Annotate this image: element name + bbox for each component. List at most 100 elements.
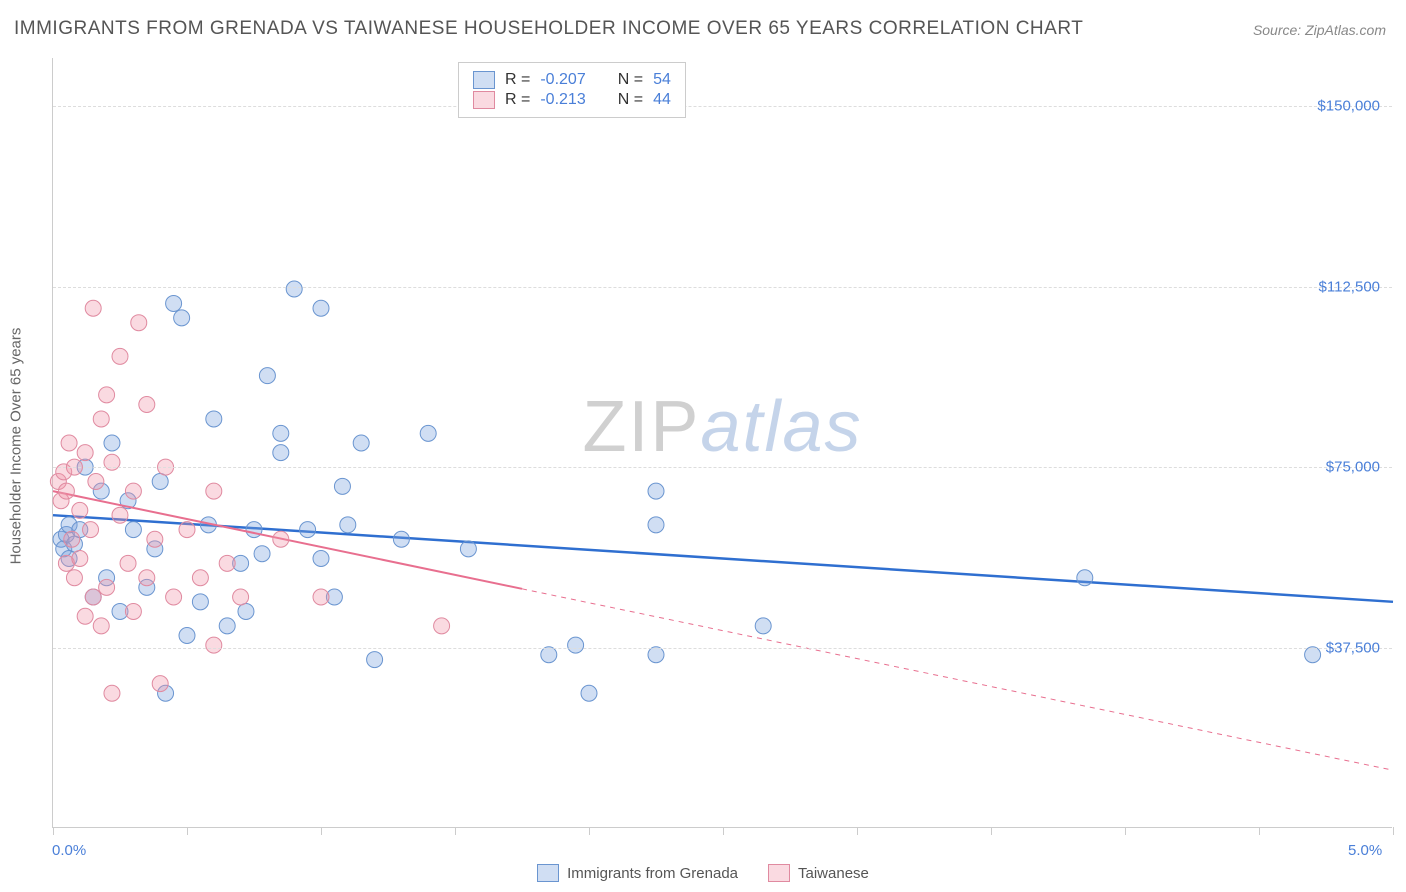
scatter-point [259, 368, 275, 384]
scatter-point [434, 618, 450, 634]
scatter-point [219, 618, 235, 634]
legend-swatch [473, 71, 495, 89]
scatter-point [125, 603, 141, 619]
scatter-point [104, 685, 120, 701]
scatter-point [93, 618, 109, 634]
scatter-point [179, 522, 195, 538]
scatter-point [72, 502, 88, 518]
gridline-horizontal [53, 106, 1392, 107]
trend-line-extrapolated [522, 589, 1393, 770]
scatter-point [648, 647, 664, 663]
scatter-point [334, 478, 350, 494]
scatter-point [273, 425, 289, 441]
x-tick [1393, 827, 1394, 835]
scatter-point [131, 315, 147, 331]
scatter-point [353, 435, 369, 451]
scatter-point [460, 541, 476, 557]
scatter-point [192, 594, 208, 610]
scatter-point [313, 589, 329, 605]
scatter-point [77, 445, 93, 461]
scatter-point [541, 647, 557, 663]
chart-title: IMMIGRANTS FROM GRENADA VS TAIWANESE HOU… [14, 18, 1083, 40]
scatter-point [648, 517, 664, 533]
scatter-point [1305, 647, 1321, 663]
y-tick-label: $75,000 [1326, 459, 1380, 476]
scatter-point [93, 411, 109, 427]
n-label: N = [618, 91, 643, 109]
scatter-point [112, 507, 128, 523]
scatter-point [166, 589, 182, 605]
scatter-point [648, 483, 664, 499]
scatter-point [581, 685, 597, 701]
scatter-point [300, 522, 316, 538]
x-tick [723, 827, 724, 835]
scatter-point [206, 411, 222, 427]
scatter-point [340, 517, 356, 533]
series-legend: Immigrants from Grenada Taiwanese [0, 864, 1406, 882]
scatter-plot-svg [53, 58, 1393, 828]
scatter-point [125, 522, 141, 538]
scatter-point [313, 300, 329, 316]
scatter-point [152, 474, 168, 490]
scatter-point [120, 555, 136, 571]
scatter-point [246, 522, 262, 538]
series-legend-item: Taiwanese [768, 864, 869, 882]
scatter-point [179, 628, 195, 644]
scatter-point [755, 618, 771, 634]
gridline-horizontal [53, 648, 1392, 649]
scatter-point [206, 483, 222, 499]
scatter-point [72, 551, 88, 567]
scatter-point [139, 570, 155, 586]
series-legend-label: Immigrants from Grenada [567, 865, 738, 882]
x-tick [589, 827, 590, 835]
x-tick [187, 827, 188, 835]
scatter-point [99, 579, 115, 595]
correlation-legend-row: R =-0.213N =44 [473, 91, 671, 109]
scatter-point [420, 425, 436, 441]
scatter-point [58, 483, 74, 499]
scatter-point [125, 483, 141, 499]
gridline-horizontal [53, 287, 1392, 288]
scatter-point [254, 546, 270, 562]
scatter-point [206, 637, 222, 653]
x-tick [53, 827, 54, 835]
y-tick-label: $112,500 [1319, 278, 1380, 295]
scatter-point [83, 522, 99, 538]
n-label: N = [618, 71, 643, 89]
gridline-horizontal [53, 467, 1392, 468]
legend-swatch [768, 864, 790, 882]
scatter-point [313, 551, 329, 567]
scatter-point [286, 281, 302, 297]
plot-area: ZIPatlas $37,500$75,000$112,500$150,000 [52, 58, 1392, 828]
correlation-legend-row: R =-0.207N =54 [473, 71, 671, 89]
series-legend-label: Taiwanese [798, 865, 869, 882]
y-axis-title: Householder Income Over 65 years [8, 328, 25, 565]
scatter-point [147, 531, 163, 547]
scatter-point [152, 676, 168, 692]
scatter-point [88, 474, 104, 490]
scatter-point [367, 652, 383, 668]
scatter-point [85, 589, 101, 605]
chart-container: IMMIGRANTS FROM GRENADA VS TAIWANESE HOU… [0, 0, 1406, 892]
r-label: R = [505, 91, 530, 109]
x-tick [991, 827, 992, 835]
scatter-point [99, 387, 115, 403]
scatter-point [238, 603, 254, 619]
scatter-point [104, 435, 120, 451]
x-tick-label: 5.0% [1348, 842, 1382, 859]
r-value: -0.207 [540, 71, 585, 89]
scatter-point [1077, 570, 1093, 586]
legend-swatch [537, 864, 559, 882]
scatter-point [85, 300, 101, 316]
scatter-point [273, 531, 289, 547]
scatter-point [174, 310, 190, 326]
r-label: R = [505, 71, 530, 89]
x-tick [321, 827, 322, 835]
x-tick [857, 827, 858, 835]
series-legend-item: Immigrants from Grenada [537, 864, 738, 882]
x-tick-label: 0.0% [52, 842, 86, 859]
legend-swatch [473, 91, 495, 109]
scatter-point [112, 348, 128, 364]
correlation-legend: R =-0.207N =54R =-0.213N =44 [458, 62, 686, 118]
scatter-point [393, 531, 409, 547]
